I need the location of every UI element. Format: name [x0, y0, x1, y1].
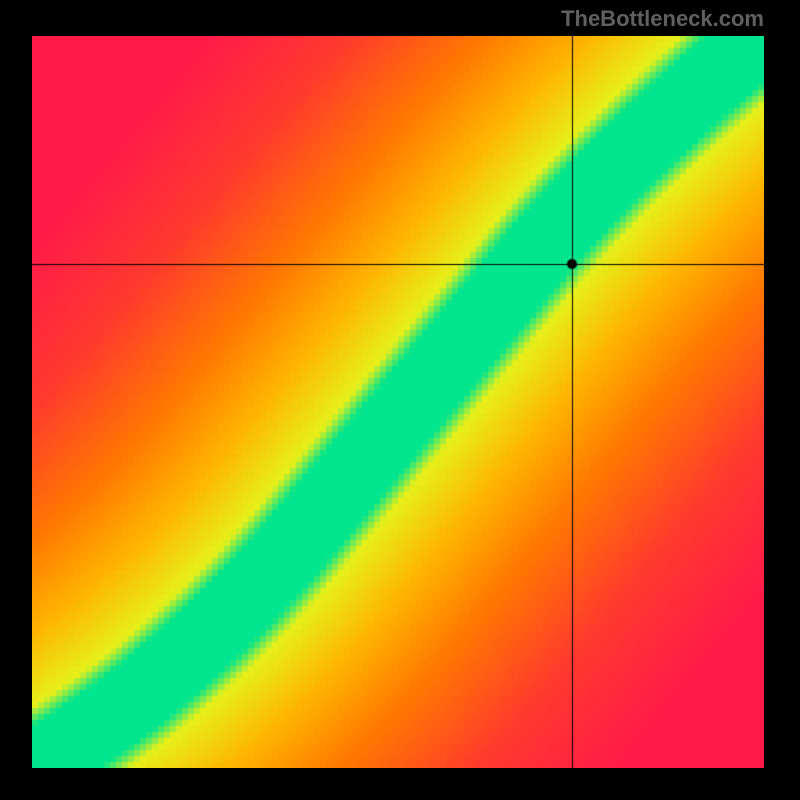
chart-container: TheBottleneck.com	[0, 0, 800, 800]
heatmap-canvas	[32, 36, 764, 768]
source-watermark: TheBottleneck.com	[561, 6, 764, 32]
